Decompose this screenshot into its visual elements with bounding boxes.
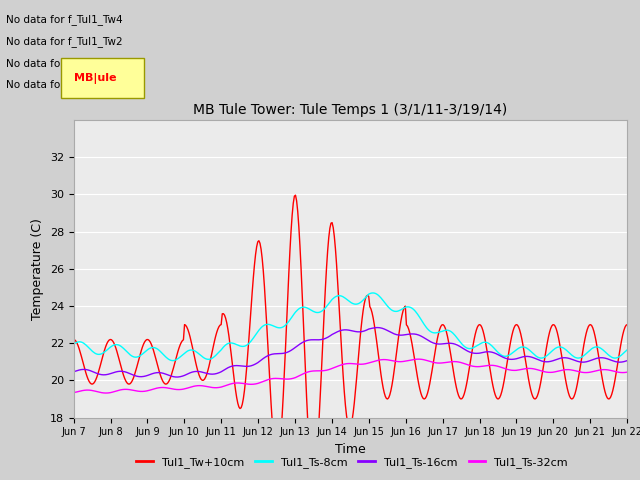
- Text: MB|ule: MB|ule: [74, 72, 116, 84]
- X-axis label: Time: Time: [335, 443, 366, 456]
- Text: No data for f_Tul1_Tw2: No data for f_Tul1_Tw2: [6, 36, 123, 47]
- Y-axis label: Temperature (C): Temperature (C): [31, 218, 44, 320]
- Text: No data for f_Tul1_Ts4: No data for f_Tul1_Ts4: [6, 79, 120, 90]
- Title: MB Tule Tower: Tule Temps 1 (3/1/11-3/19/14): MB Tule Tower: Tule Temps 1 (3/1/11-3/19…: [193, 104, 508, 118]
- Text: No data for f_Tul1_Tw4: No data for f_Tul1_Tw4: [6, 14, 123, 25]
- Text: No data for f_Tul1_Ts2: No data for f_Tul1_Ts2: [6, 58, 120, 69]
- Legend: Tul1_Tw+10cm, Tul1_Ts-8cm, Tul1_Ts-16cm, Tul1_Ts-32cm: Tul1_Tw+10cm, Tul1_Ts-8cm, Tul1_Ts-16cm,…: [132, 452, 572, 472]
